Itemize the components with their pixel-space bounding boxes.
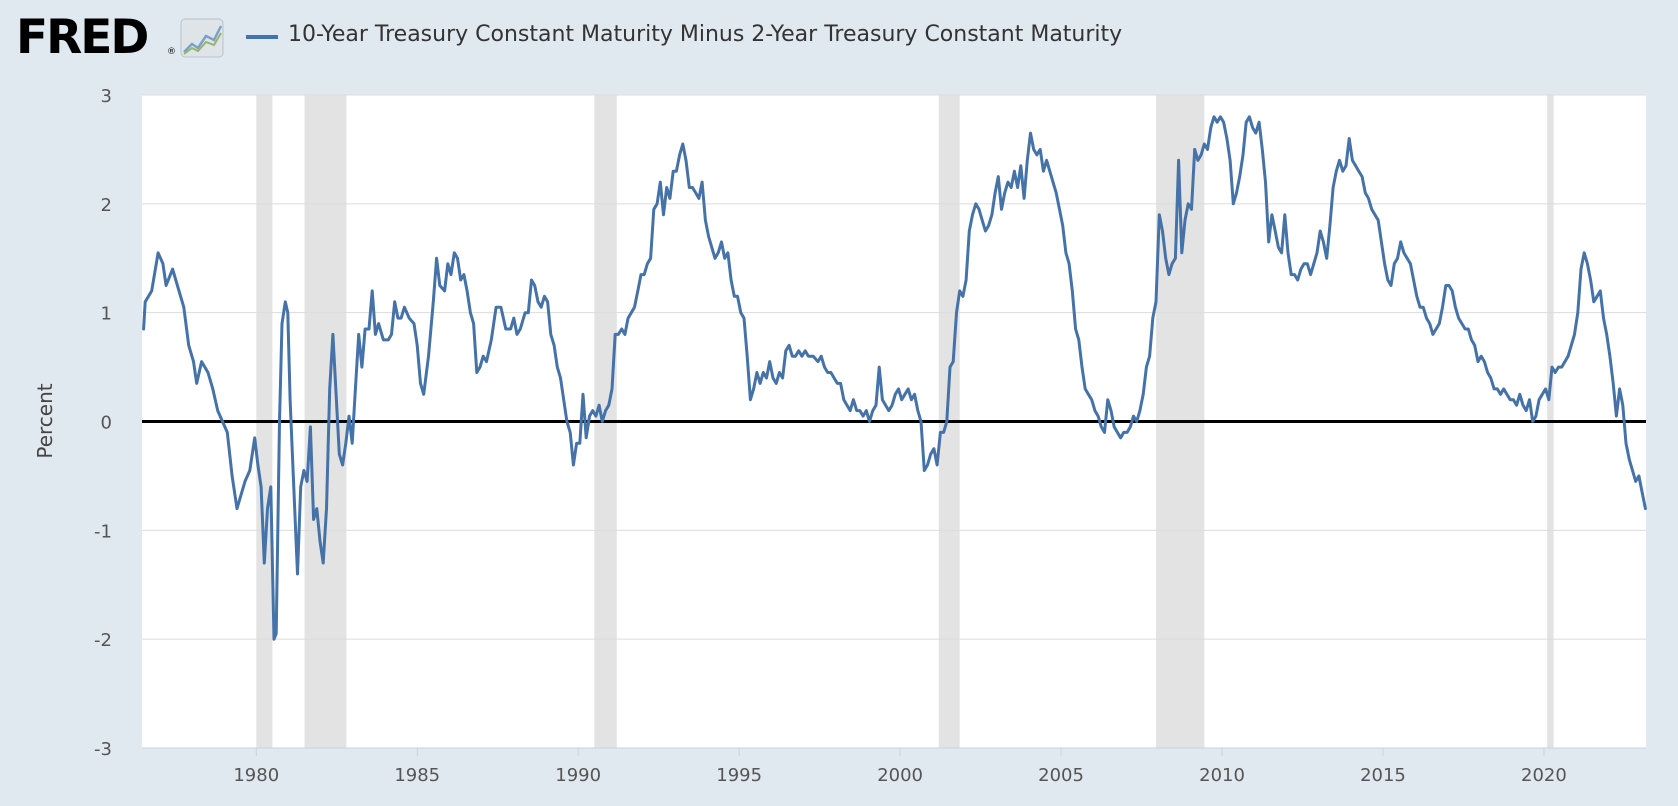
x-tick-label: 1995 [716,765,762,786]
x-tick-label: 2020 [1521,765,1567,786]
x-tick-label: 2005 [1038,765,1084,786]
y-axis-title: Percent [33,383,57,458]
fred-logo-registered-mark: ® [167,47,176,57]
y-tick-label: 3 [101,86,112,107]
x-tick-label: 2015 [1360,765,1406,786]
y-tick-label: -3 [94,739,112,760]
y-tick-label: -1 [94,521,112,542]
chart-header: FRED ® 10-Year Treasury Constant Maturit… [0,0,1678,80]
series-group [142,115,1647,641]
x-tick-label: 1980 [233,765,279,786]
x-tick-label: 1990 [555,765,601,786]
fred-logo[interactable]: FRED [16,10,149,65]
y-tick-label: -2 [94,630,112,651]
x-tick-label: 2010 [1199,765,1245,786]
x-tick-label: 2000 [877,765,923,786]
y-tick-label: 1 [101,304,112,325]
legend-series-label[interactable]: 10-Year Treasury Constant Maturity Minus… [288,22,1123,47]
gridlines [142,94,1646,749]
line-graph-icon [180,18,224,58]
y-axis-ticks: 3 2 1 0 -1 -2 -3 [94,86,112,760]
series-line-0[interactable] [142,115,1647,641]
x-axis-ticks: 1980 1985 1990 1995 2000 2005 2010 2015 2020 [233,748,1567,786]
x-tick-label: 1985 [394,765,440,786]
y-tick-label: 0 [101,413,112,434]
legend-swatch [246,35,278,39]
y-tick-label: 2 [101,195,112,216]
